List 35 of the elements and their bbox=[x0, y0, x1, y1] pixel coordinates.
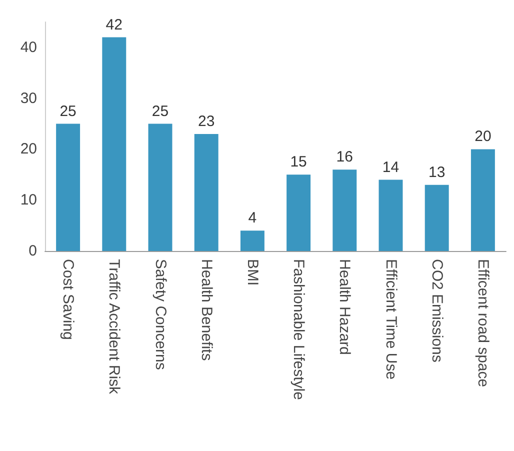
data-label: 14 bbox=[382, 158, 400, 176]
x-tick-label: Health Hazard bbox=[336, 259, 354, 355]
data-label: 4 bbox=[248, 210, 257, 227]
x-tick-label: Health Benefits bbox=[198, 259, 215, 361]
y-tick-label: 30 bbox=[20, 90, 37, 107]
x-tick-label: BMI bbox=[244, 259, 261, 286]
bar bbox=[378, 180, 403, 251]
data-label: 15 bbox=[290, 154, 307, 171]
y-tick-label: 10 bbox=[20, 192, 37, 209]
bar bbox=[194, 134, 218, 251]
y-tick-label: 20 bbox=[20, 140, 37, 158]
x-tick-label: Safety Concerns bbox=[152, 259, 169, 370]
data-label: 13 bbox=[428, 164, 446, 181]
x-tick-label: Efficient Time Use bbox=[382, 259, 400, 380]
bar bbox=[332, 170, 357, 251]
bar bbox=[102, 37, 126, 251]
bar bbox=[424, 184, 449, 251]
data-label: 42 bbox=[106, 16, 122, 34]
x-tick-label: Efficent road space bbox=[474, 259, 492, 388]
data-label: 25 bbox=[60, 102, 76, 120]
bar bbox=[470, 149, 495, 251]
data-label: 16 bbox=[336, 148, 353, 166]
data-label: 23 bbox=[198, 112, 215, 130]
x-tick-label: Traffic Accident Risk bbox=[106, 259, 123, 395]
x-tick-label: CO2 Emissions bbox=[428, 259, 446, 362]
bar bbox=[240, 230, 264, 251]
y-tick-label: 0 bbox=[28, 242, 37, 260]
bar bbox=[56, 124, 80, 251]
bar bbox=[148, 124, 172, 251]
x-tick-label: Fashionable Lifestyle bbox=[290, 259, 308, 400]
bar bbox=[286, 174, 311, 251]
x-tick-label: Cost Saving bbox=[60, 259, 77, 340]
data-label: 20 bbox=[474, 128, 492, 146]
y-tick-label: 40 bbox=[20, 38, 37, 56]
data-label: 25 bbox=[152, 102, 169, 120]
